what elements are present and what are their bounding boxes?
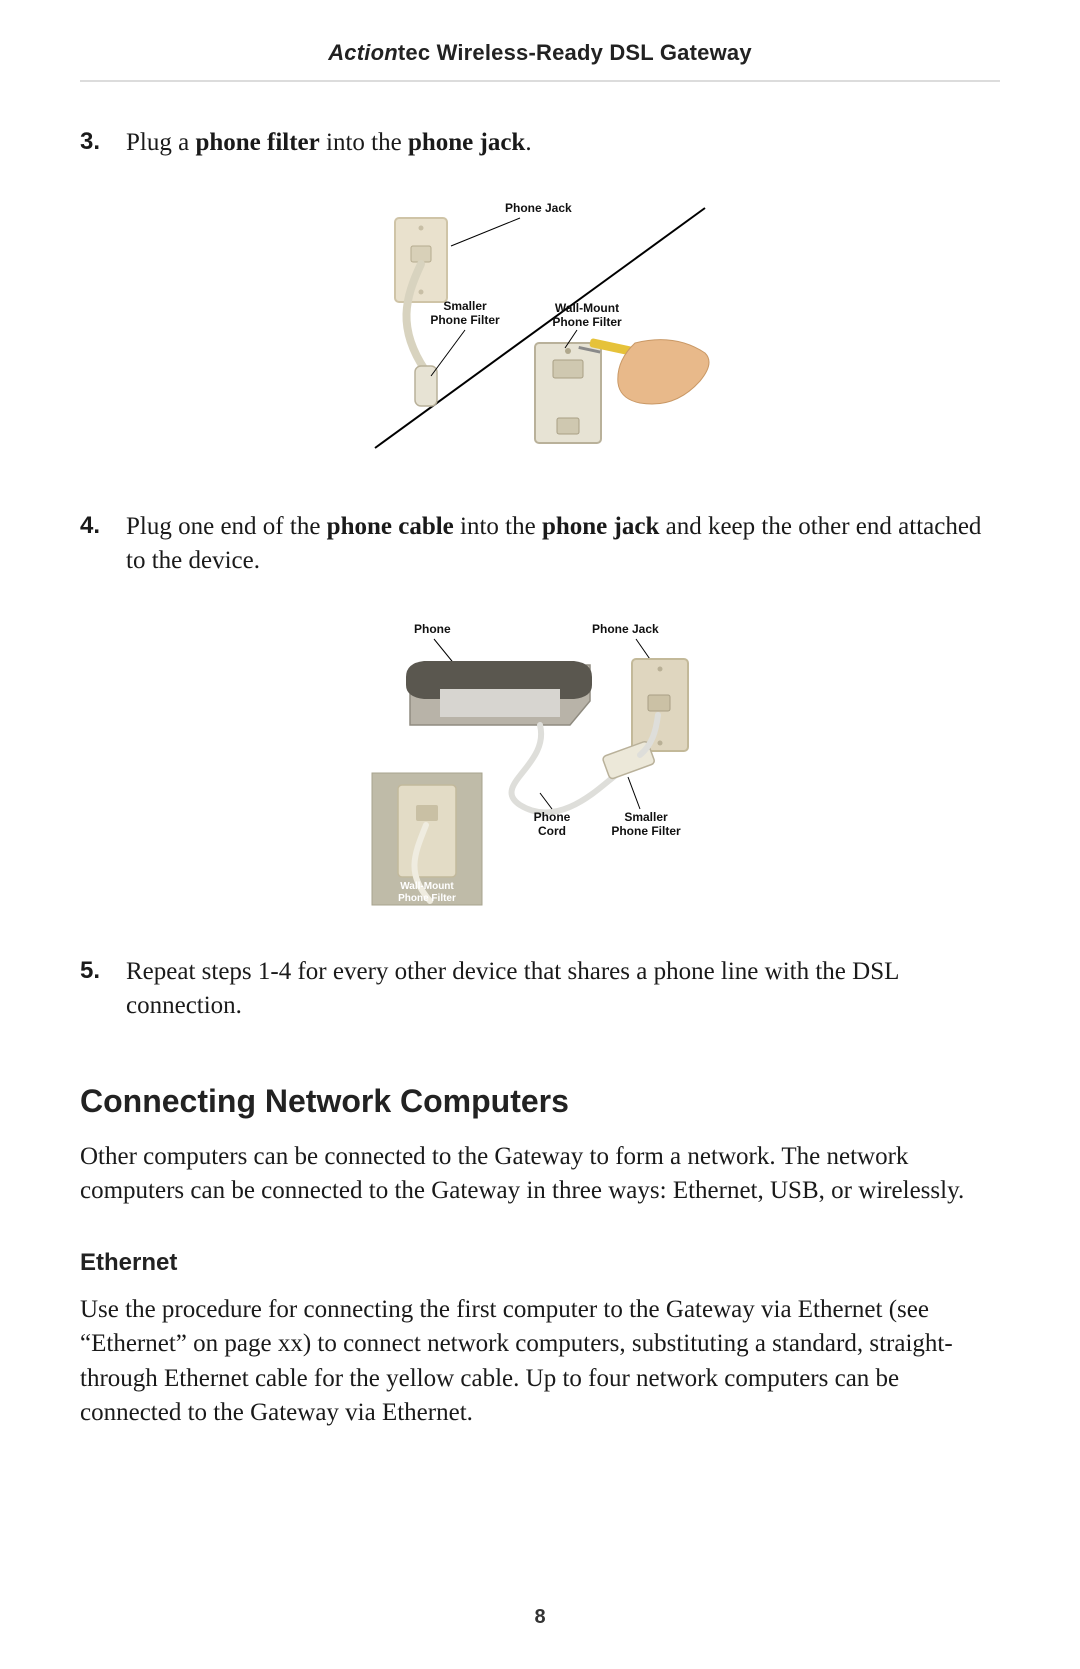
step-5-number: 5. — [80, 955, 126, 1023]
step-5: 5. Repeat steps 1-4 for every other devi… — [80, 955, 1000, 1023]
fig2-inset: Wall-Mount Phone Filter — [372, 773, 482, 905]
subsection-heading: Ethernet — [80, 1249, 1000, 1277]
brand-italic: Action — [328, 40, 398, 65]
step-4-body: Plug one end of the phone cable into the… — [126, 510, 1000, 578]
figure-1-wallplate — [395, 218, 447, 406]
fig2-label-phonejack: Phone Jack — [592, 622, 659, 636]
fig2-label-phone: Phone — [414, 622, 451, 636]
step-3-t0: Plug a — [126, 129, 195, 156]
figure-1-svg: Phone Jack Smaller Phone Filter Wall-Mou… — [355, 188, 725, 470]
fig2-leader-sfilter — [628, 777, 640, 809]
fig2-cord-phone-to-filter — [512, 725, 616, 812]
figure-1-wallmount — [535, 338, 709, 443]
step-5-t0: Repeat steps 1-4 for every other device … — [126, 958, 898, 1019]
fig2-label-sfilter-l1: Smaller — [624, 810, 668, 824]
fig1-hand — [618, 339, 709, 403]
fig1-leader-jack — [451, 218, 520, 246]
step-4-t2: into the — [454, 513, 542, 540]
figure-2-svg: Phone Phone Jack — [340, 605, 740, 915]
step-4-t3: phone jack — [542, 513, 659, 540]
step-3-t4: . — [525, 129, 531, 156]
step-4-number: 4. — [80, 510, 126, 578]
fig2-label-cord-l1: Phone — [534, 810, 571, 824]
fig1-leader-smaller — [431, 330, 465, 376]
fig1-label-wallmount-l1: Wall-Mount — [555, 301, 619, 315]
fig1-label-smaller-l2: Phone Filter — [430, 313, 500, 327]
fig2-wallplate — [632, 659, 688, 751]
brand-rest: tec — [398, 40, 430, 65]
fig2-leader-cord — [540, 793, 552, 809]
step-5-body: Repeat steps 1-4 for every other device … — [126, 955, 1000, 1023]
fig1-label-smaller-l1: Smaller — [443, 299, 487, 313]
step-3-number: 3. — [80, 126, 126, 160]
step-3-t3: phone jack — [408, 129, 525, 156]
fig2-label-cord-l2: Cord — [538, 824, 566, 838]
fig2-label-sfilter-l2: Phone Filter — [611, 824, 681, 838]
header-title: Wireless-Ready DSL Gateway — [430, 40, 752, 65]
step-3: 3. Plug a phone filter into the phone ja… — [80, 126, 1000, 160]
step-3-body: Plug a phone filter into the phone jack. — [126, 126, 1000, 160]
figure-phone-filter: Phone Jack Smaller Phone Filter Wall-Mou… — [80, 188, 1000, 470]
section-body: Other computers can be connected to the … — [80, 1140, 1000, 1209]
step-3-t1: phone filter — [195, 129, 319, 156]
figure-phone-cable: Phone Phone Jack — [80, 605, 1000, 915]
section-heading: Connecting Network Computers — [80, 1083, 1000, 1120]
fig1-label-wallmount-l2: Phone Filter — [552, 315, 622, 329]
fig2-phone — [406, 661, 592, 725]
fig1-label-phone-jack: Phone Jack — [505, 201, 572, 215]
page-header: Actiontec Wireless-Ready DSL Gateway — [80, 40, 1000, 82]
page-number: 8 — [0, 1606, 1080, 1629]
step-4-t0: Plug one end of the — [126, 513, 327, 540]
fig2-inset-l2: Phone Filter — [398, 893, 456, 904]
subsection-body: Use the procedure for connecting the fir… — [80, 1293, 1000, 1431]
fig2-inset-l1: Wall-Mount — [400, 881, 454, 892]
step-4-t1: phone cable — [327, 513, 454, 540]
manual-page: Actiontec Wireless-Ready DSL Gateway 3. … — [0, 0, 1080, 1669]
step-4: 4. Plug one end of the phone cable into … — [80, 510, 1000, 578]
step-3-t2: into the — [320, 129, 408, 156]
